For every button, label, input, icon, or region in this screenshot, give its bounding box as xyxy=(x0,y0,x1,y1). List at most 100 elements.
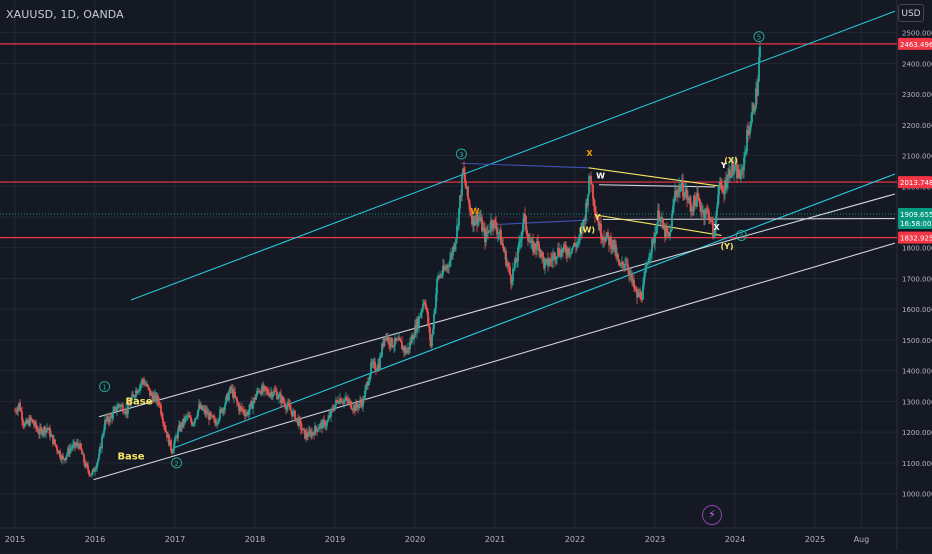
candle-body xyxy=(671,213,673,230)
candle-body xyxy=(573,243,575,247)
candle-body xyxy=(696,192,698,207)
candle-body xyxy=(127,403,129,414)
candle-body xyxy=(124,412,126,414)
candle-body xyxy=(459,195,461,209)
symbol-title: XAUUSD, 1D, OANDA xyxy=(6,8,124,21)
candle-body xyxy=(55,444,57,447)
candle-body xyxy=(316,429,318,432)
candle-body xyxy=(183,418,185,424)
candle-body xyxy=(435,294,437,309)
candle-body xyxy=(548,263,550,266)
x-tick-label: 2022 xyxy=(565,535,585,544)
candle-body xyxy=(83,454,85,463)
candle-body xyxy=(600,224,602,239)
candle-body xyxy=(741,168,743,170)
candle-body xyxy=(693,195,695,211)
candle-body xyxy=(712,221,714,238)
candle-body xyxy=(405,347,407,354)
candle-body xyxy=(241,407,243,410)
x-tick-label: 2016 xyxy=(85,535,105,544)
candle-body xyxy=(570,252,572,254)
candle-body xyxy=(140,383,142,386)
candle-body xyxy=(240,406,242,408)
candle-body xyxy=(236,398,238,403)
candle-body xyxy=(228,392,230,401)
candle-body xyxy=(388,337,390,345)
candle-body xyxy=(79,443,81,449)
candle-body xyxy=(198,404,200,410)
candle-body xyxy=(495,222,497,229)
candle-body xyxy=(230,387,232,389)
candle-body xyxy=(466,186,468,189)
lightning-icon[interactable]: ⚡ xyxy=(702,505,722,525)
candle-body xyxy=(294,410,296,421)
candle-body xyxy=(552,255,554,261)
candle-body xyxy=(406,352,408,354)
candle-body xyxy=(677,189,679,196)
candle-body xyxy=(242,409,244,411)
candle-body xyxy=(345,397,347,400)
candle-body xyxy=(328,415,330,420)
candle-body xyxy=(268,393,270,397)
candle-body xyxy=(375,369,377,371)
candle-body xyxy=(753,104,755,112)
candle-body xyxy=(749,127,751,135)
candle-body xyxy=(688,197,690,200)
candle-body xyxy=(468,198,470,205)
candle-body xyxy=(426,307,428,312)
candle-body xyxy=(434,308,436,315)
candle-body xyxy=(229,387,231,393)
candle-body xyxy=(453,246,455,250)
candle-body xyxy=(203,408,205,410)
candle-body xyxy=(121,405,123,407)
candle-body xyxy=(615,244,617,257)
candle-body xyxy=(395,337,397,341)
candle-body xyxy=(371,362,373,365)
candle-body xyxy=(105,419,107,421)
candle-body xyxy=(538,243,540,252)
candle-body xyxy=(510,274,512,284)
candle-body xyxy=(339,398,341,403)
candle-body xyxy=(717,195,719,207)
candle-body xyxy=(616,254,618,257)
candle-body xyxy=(18,402,20,407)
candle-body xyxy=(258,390,260,392)
candle-body xyxy=(519,241,521,243)
candle-body xyxy=(704,214,706,218)
candle-body xyxy=(727,174,729,183)
candle-body xyxy=(653,238,655,243)
candle-body xyxy=(103,429,105,435)
candle-body xyxy=(90,474,92,476)
candle-body xyxy=(474,222,476,226)
candle-body xyxy=(223,408,225,410)
candle-body xyxy=(397,339,399,341)
candle-body xyxy=(249,403,251,411)
candle-body xyxy=(757,81,759,96)
candle-body xyxy=(324,420,326,427)
candle-body xyxy=(632,280,634,282)
candle-body xyxy=(418,316,420,327)
candle-body xyxy=(149,388,151,396)
candle-body xyxy=(759,46,761,58)
wave-label-circle xyxy=(99,381,111,393)
candle-body xyxy=(518,242,520,248)
wave-label: W xyxy=(471,207,480,216)
candle-body xyxy=(143,380,145,385)
currency-button[interactable]: USD xyxy=(898,4,924,22)
candle-body xyxy=(622,261,624,265)
candle-body xyxy=(713,232,715,238)
candle-body xyxy=(732,161,734,173)
candle-body xyxy=(554,253,556,261)
candle-body xyxy=(213,417,215,419)
candle-body xyxy=(156,395,158,402)
candle-body xyxy=(171,450,173,454)
candle-body xyxy=(107,416,109,422)
candle-body xyxy=(422,304,424,310)
candle-body xyxy=(144,384,146,385)
candle-body xyxy=(59,451,61,458)
y-tick-label: 2400.000 xyxy=(902,60,932,68)
candle-body xyxy=(269,393,271,397)
candle-body xyxy=(675,190,677,194)
candle-body xyxy=(743,157,745,171)
